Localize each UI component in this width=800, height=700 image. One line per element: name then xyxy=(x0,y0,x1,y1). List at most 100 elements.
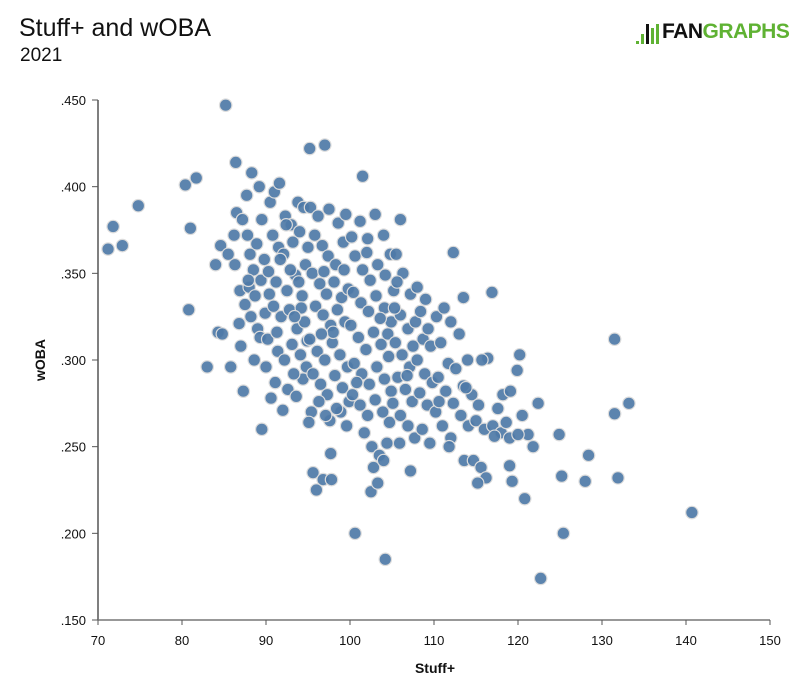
data-point xyxy=(491,401,505,416)
data-point xyxy=(437,301,451,315)
data-point xyxy=(254,212,269,227)
data-point xyxy=(208,257,223,272)
data-point xyxy=(432,394,446,409)
data-point xyxy=(317,264,331,279)
data-point xyxy=(374,337,388,352)
data-point xyxy=(295,289,309,303)
data-point xyxy=(362,377,377,392)
data-point xyxy=(554,469,569,483)
data-point xyxy=(289,389,304,404)
data-point xyxy=(266,299,281,314)
data-point xyxy=(302,141,317,156)
x-tick-label: 110 xyxy=(424,633,445,648)
data-point xyxy=(235,212,250,227)
data-point xyxy=(422,436,437,450)
data-point xyxy=(360,231,375,246)
x-tick-label: 150 xyxy=(759,633,781,648)
data-point xyxy=(312,394,326,409)
data-point xyxy=(218,98,233,112)
data-point xyxy=(377,372,392,386)
data-point xyxy=(469,413,483,428)
x-tick-label: 90 xyxy=(259,633,273,648)
data-point xyxy=(499,415,514,430)
data-point xyxy=(349,375,364,390)
data-point xyxy=(252,179,267,194)
data-point xyxy=(329,401,344,416)
data-point xyxy=(293,347,308,362)
data-point xyxy=(376,453,391,468)
data-point xyxy=(254,422,269,437)
data-point xyxy=(234,339,248,353)
data-point xyxy=(429,309,444,324)
data-point xyxy=(406,339,420,353)
data-point xyxy=(345,387,360,402)
points xyxy=(101,98,699,586)
data-point xyxy=(503,384,518,398)
data-point xyxy=(306,367,320,381)
data-point xyxy=(330,302,345,317)
y-tick-label: .400 xyxy=(61,180,86,195)
data-point xyxy=(277,353,292,367)
data-point xyxy=(378,268,393,282)
data-point xyxy=(552,427,566,442)
data-point xyxy=(449,361,463,376)
data-point xyxy=(311,209,325,223)
logo-text-fan: FAN xyxy=(662,20,703,43)
data-point xyxy=(287,309,302,324)
data-point xyxy=(286,367,301,381)
data-point xyxy=(326,325,340,340)
data-point xyxy=(446,396,461,411)
data-point xyxy=(305,266,319,281)
data-point xyxy=(348,249,362,263)
data-point xyxy=(410,353,424,367)
data-point xyxy=(280,283,294,298)
data-point xyxy=(381,349,396,364)
data-point xyxy=(368,393,382,407)
data-point xyxy=(228,155,243,170)
data-point xyxy=(359,342,373,357)
data-point xyxy=(306,465,320,480)
data-point xyxy=(351,330,366,345)
data-point xyxy=(511,427,525,442)
data-point xyxy=(607,406,622,421)
data-point xyxy=(354,295,368,310)
data-point xyxy=(387,301,402,315)
fangraphs-logo: FAN GRAPHS xyxy=(636,20,790,44)
data-point xyxy=(227,228,241,242)
data-point xyxy=(335,380,350,395)
data-point xyxy=(283,263,298,277)
data-point xyxy=(417,367,432,381)
data-point xyxy=(353,398,367,412)
y-tick-label: .350 xyxy=(61,266,86,281)
data-point xyxy=(236,384,251,398)
data-point xyxy=(232,316,246,331)
data-point xyxy=(348,526,362,541)
data-point xyxy=(213,238,228,253)
data-point xyxy=(442,439,456,454)
data-point xyxy=(183,221,198,236)
data-point xyxy=(393,408,408,423)
data-point xyxy=(370,476,385,490)
data-point xyxy=(460,353,475,367)
data-point xyxy=(361,304,376,319)
y-tick-label: .300 xyxy=(61,353,86,368)
data-point xyxy=(365,439,379,454)
data-point xyxy=(370,360,384,374)
data-point xyxy=(344,318,358,333)
data-point xyxy=(456,290,471,305)
data-point xyxy=(370,257,385,272)
data-point xyxy=(459,380,473,395)
data-point xyxy=(398,382,413,397)
data-point xyxy=(292,224,307,239)
data-point xyxy=(285,337,299,352)
data-point xyxy=(115,238,130,253)
data-point xyxy=(272,176,287,190)
data-point xyxy=(407,431,422,445)
data-point xyxy=(438,384,453,398)
data-point xyxy=(265,228,280,242)
data-point xyxy=(261,264,276,279)
data-point xyxy=(312,276,327,291)
data-point xyxy=(106,219,120,234)
data-point xyxy=(413,304,428,319)
data-point xyxy=(431,370,445,385)
